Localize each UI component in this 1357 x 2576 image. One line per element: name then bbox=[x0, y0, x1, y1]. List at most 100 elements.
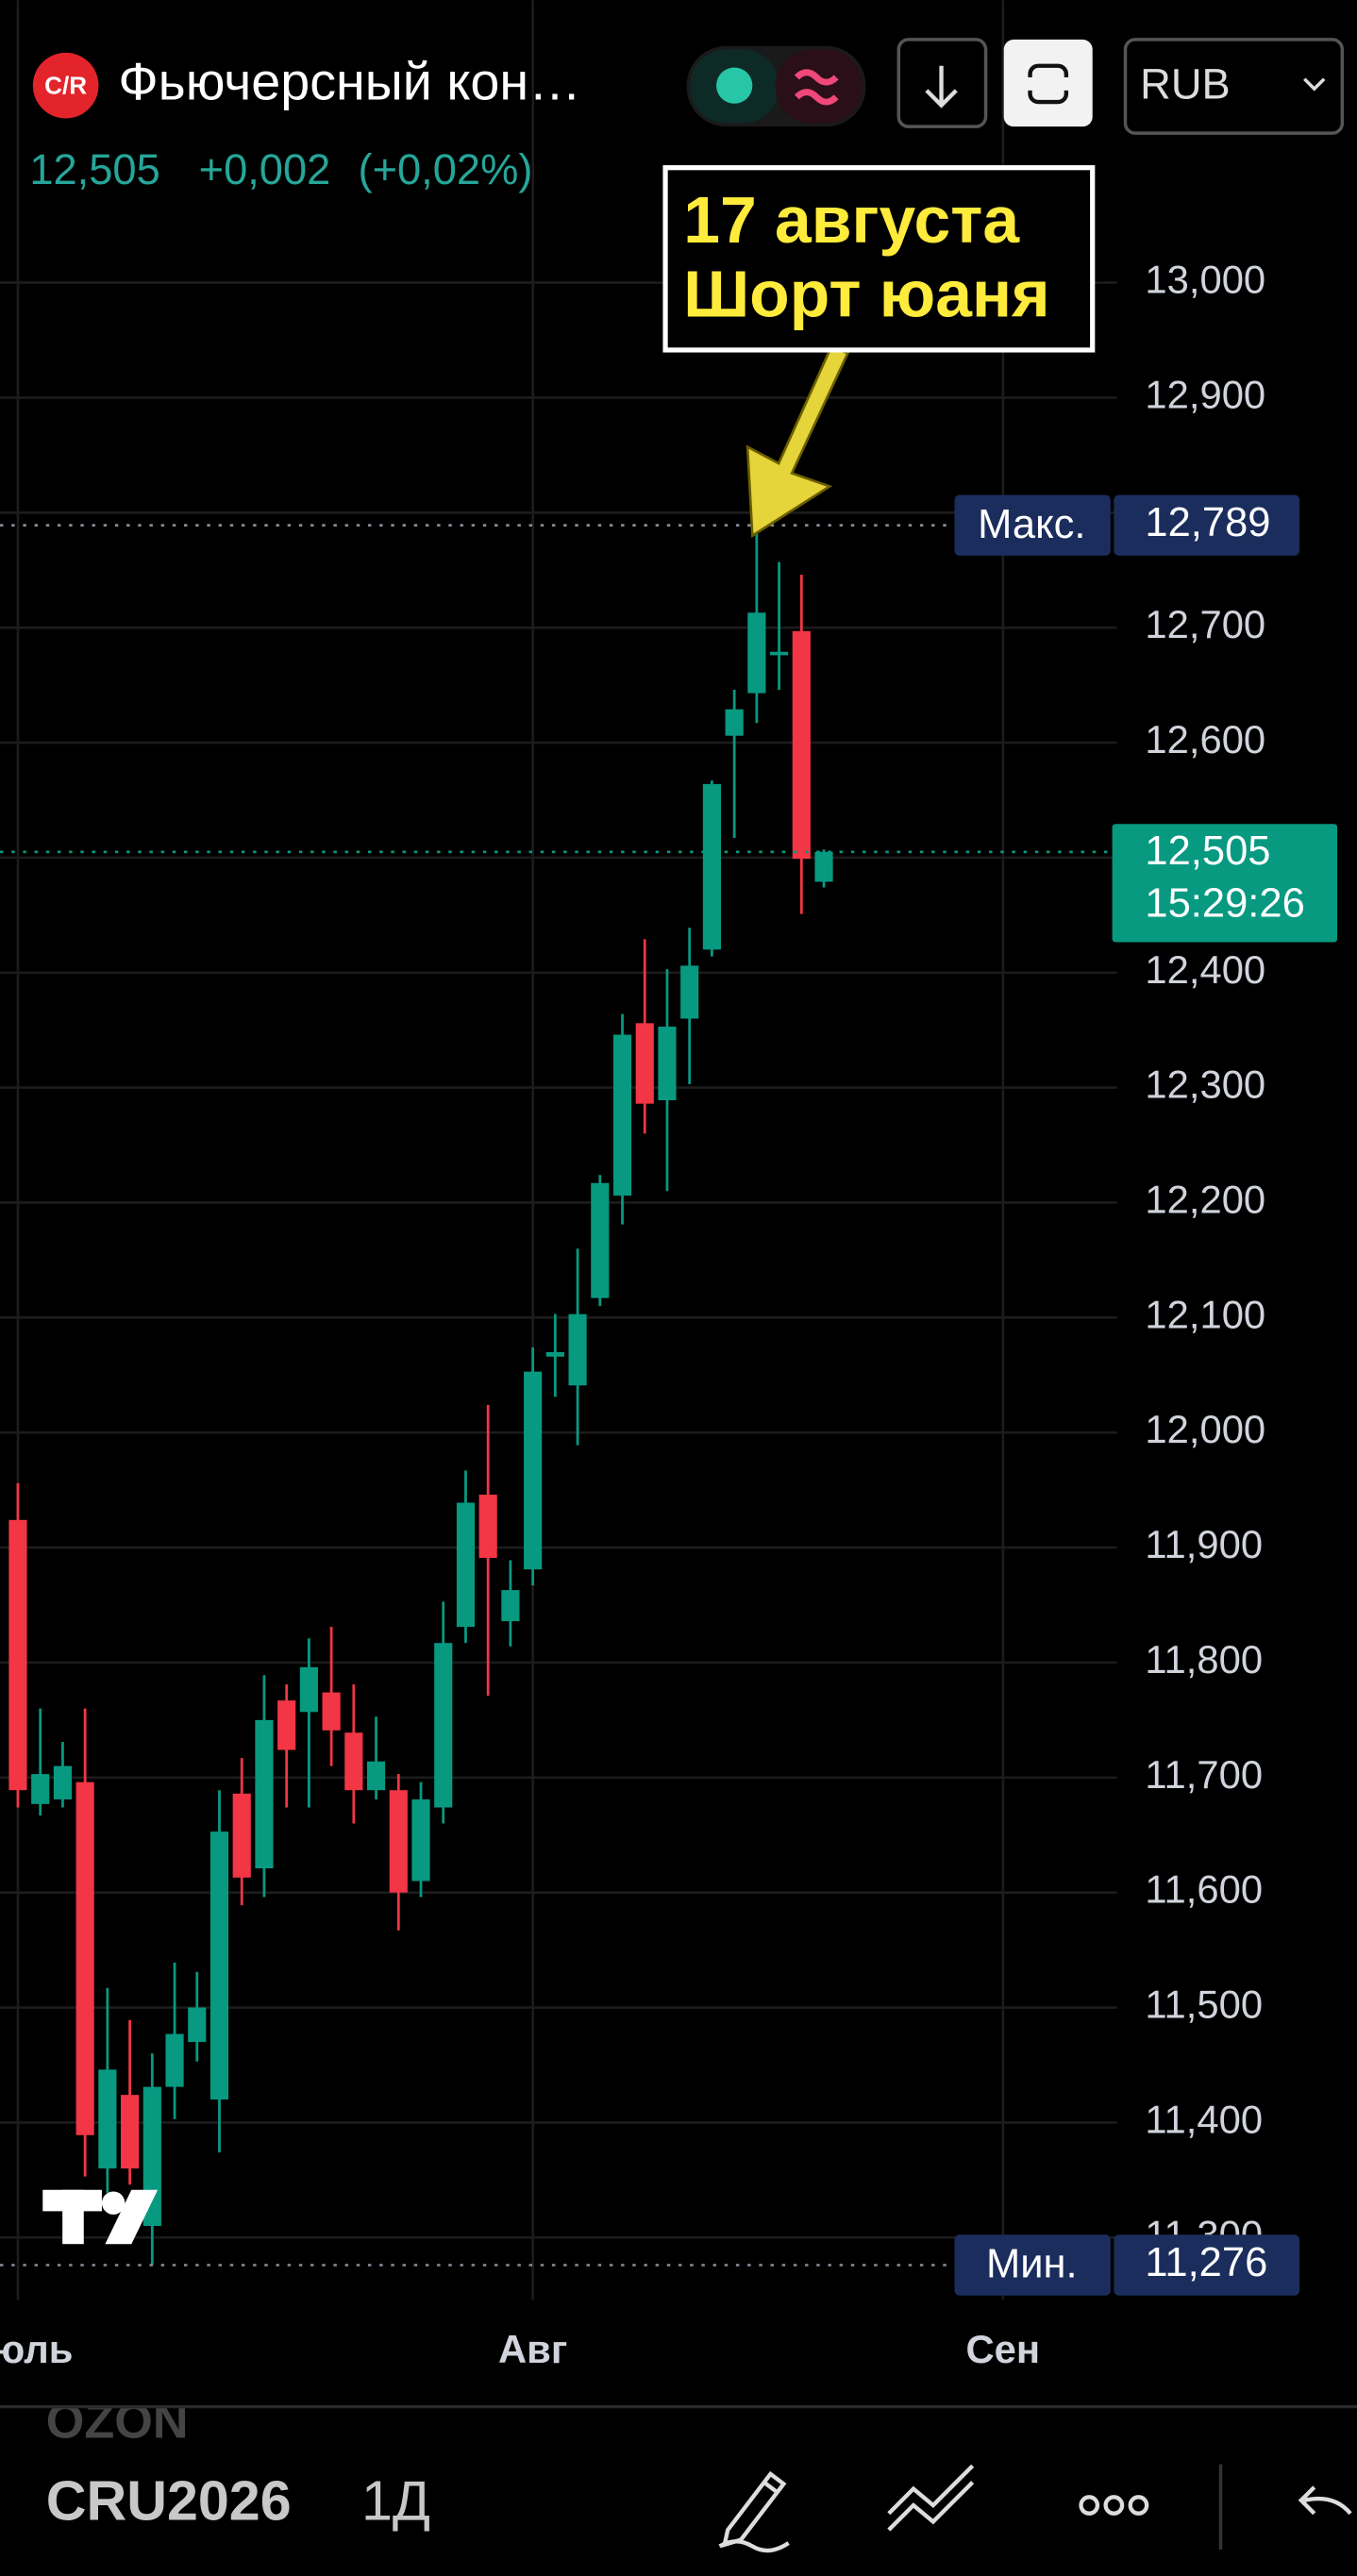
candle-body bbox=[411, 1798, 430, 1882]
more-button[interactable] bbox=[1079, 2495, 1149, 2516]
last-price-label: 12,505 bbox=[1145, 828, 1270, 874]
y-tick-label: 12,200 bbox=[1145, 1178, 1265, 1222]
y-tick-label: 13,000 bbox=[1145, 258, 1265, 302]
candle-body bbox=[209, 1832, 229, 2100]
symbol-title[interactable]: Фьючерсный кон… bbox=[118, 52, 580, 110]
candle-body bbox=[635, 1023, 654, 1104]
symbol-icon bbox=[32, 52, 99, 119]
extreme-name: Макс. bbox=[978, 502, 1085, 547]
y-tick-label: 12,100 bbox=[1145, 1292, 1265, 1336]
y-tick-label: 12,700 bbox=[1145, 602, 1265, 646]
annotation-box bbox=[662, 165, 1096, 353]
extreme-name: Мин. bbox=[986, 2242, 1078, 2287]
price-axis: 11,30011,40011,50011,60011,70011,80011,9… bbox=[1145, 258, 1265, 2257]
candle-body bbox=[702, 783, 721, 950]
candle-body bbox=[121, 2095, 140, 2169]
candle-body bbox=[98, 2069, 117, 2169]
candle-body bbox=[255, 1719, 274, 1869]
x-tick-label: Сен bbox=[966, 2327, 1041, 2371]
candle-body bbox=[568, 1313, 587, 1386]
y-tick-label: 12,900 bbox=[1145, 372, 1265, 416]
undo-button[interactable] bbox=[1298, 2485, 1352, 2516]
y-tick-label: 11,700 bbox=[1145, 1752, 1263, 1797]
annotation: 17 августа Шорт юаня bbox=[662, 165, 1096, 538]
symbol-icon-text: C/R bbox=[44, 71, 87, 99]
candle-body bbox=[389, 1790, 408, 1893]
price-change: +0,002 bbox=[199, 145, 331, 193]
candle-body bbox=[366, 1761, 386, 1791]
candle-body bbox=[501, 1590, 520, 1622]
candle-body bbox=[232, 1793, 251, 1878]
candle-body bbox=[524, 1371, 543, 1570]
x-tick-label: Июль bbox=[0, 2327, 73, 2371]
y-tick-label: 12,000 bbox=[1145, 1407, 1265, 1451]
extreme-name-box bbox=[954, 2234, 1111, 2296]
annotation-text: Шорт юаня bbox=[683, 257, 1049, 330]
candle-body bbox=[478, 1495, 497, 1559]
bar-countdown: 15:29:26 bbox=[1145, 881, 1304, 927]
last-price-box bbox=[1112, 824, 1338, 943]
candle-body bbox=[299, 1666, 318, 1713]
candle-body bbox=[814, 851, 833, 882]
symbol-list-item[interactable]: OZON bbox=[46, 2395, 189, 2450]
candle-body bbox=[75, 1781, 94, 2135]
watermark-logo bbox=[42, 2189, 159, 2245]
y-tick-label: 12,400 bbox=[1145, 947, 1265, 992]
symbol[interactable]: CRU2026 bbox=[46, 2469, 292, 2533]
candle-body bbox=[792, 630, 811, 860]
y-tick-label: 12,300 bbox=[1145, 1062, 1265, 1107]
candle-body bbox=[188, 2007, 207, 2043]
trendline-button[interactable] bbox=[887, 2464, 975, 2532]
y-tick-label: 11,500 bbox=[1145, 1982, 1263, 2027]
x-tick-label: Авг bbox=[498, 2327, 567, 2371]
candle-body bbox=[747, 612, 766, 694]
annotation-text: 17 августа bbox=[683, 183, 1020, 257]
candle-body bbox=[658, 1027, 677, 1101]
candle-body bbox=[612, 1034, 632, 1196]
last-price: 12,505 bbox=[29, 145, 159, 193]
candle-body bbox=[31, 1774, 50, 1804]
y-tick-label: 12,600 bbox=[1145, 717, 1265, 761]
bottom-toolbar: OZON CRU2026 1Д bbox=[0, 2395, 1357, 2553]
candle-body bbox=[53, 1765, 73, 1799]
y-tick-label: 11,800 bbox=[1145, 1637, 1263, 1681]
candle-body bbox=[680, 965, 699, 1019]
candle-body bbox=[322, 1692, 341, 1731]
currency-select[interactable] bbox=[1123, 38, 1345, 135]
annotation-arrow bbox=[746, 344, 850, 538]
currency-text: RUB bbox=[1140, 59, 1231, 108]
interval[interactable]: 1Д bbox=[361, 2469, 430, 2533]
y-tick-label: 11,600 bbox=[1145, 1867, 1263, 1912]
candle-body bbox=[277, 1700, 296, 1750]
candles bbox=[8, 525, 833, 2266]
candle-body bbox=[165, 2033, 184, 2087]
y-tick-label: 11,900 bbox=[1145, 1522, 1263, 1566]
extreme-name-box bbox=[954, 494, 1111, 556]
fullscreen-icon-gap bbox=[1018, 76, 1079, 91]
candle-body bbox=[770, 651, 789, 656]
header: C/R Фьючерсный кон… RUB 12,505 +0,002 (+… bbox=[29, 38, 1345, 193]
draw-button[interactable] bbox=[718, 2470, 790, 2553]
candle-body bbox=[591, 1182, 610, 1298]
candle-body bbox=[725, 709, 744, 736]
dropdown-chevron bbox=[1303, 77, 1326, 92]
y-tick-label: 11,400 bbox=[1145, 2097, 1263, 2141]
candle-body bbox=[434, 1643, 453, 1808]
toggle-wave bbox=[794, 69, 839, 106]
toggle-right bbox=[775, 49, 863, 124]
toggle-dot bbox=[716, 67, 753, 104]
download-icon bbox=[925, 65, 958, 109]
candle-body bbox=[545, 1351, 564, 1357]
price-change-percent: (+0,02%) bbox=[359, 145, 533, 193]
extreme-value: 12,789 bbox=[1145, 500, 1270, 545]
candle-body bbox=[8, 1519, 27, 1791]
candle-body bbox=[456, 1502, 476, 1628]
extreme-value: 11,276 bbox=[1145, 2240, 1267, 2285]
plot-area bbox=[0, 0, 1117, 2300]
price-markers: Макс. 12,789 Мин. 11,276 12,505 15:29:26 bbox=[0, 494, 1338, 2296]
candle-body bbox=[344, 1732, 363, 1791]
extreme-value-box bbox=[1114, 494, 1300, 556]
